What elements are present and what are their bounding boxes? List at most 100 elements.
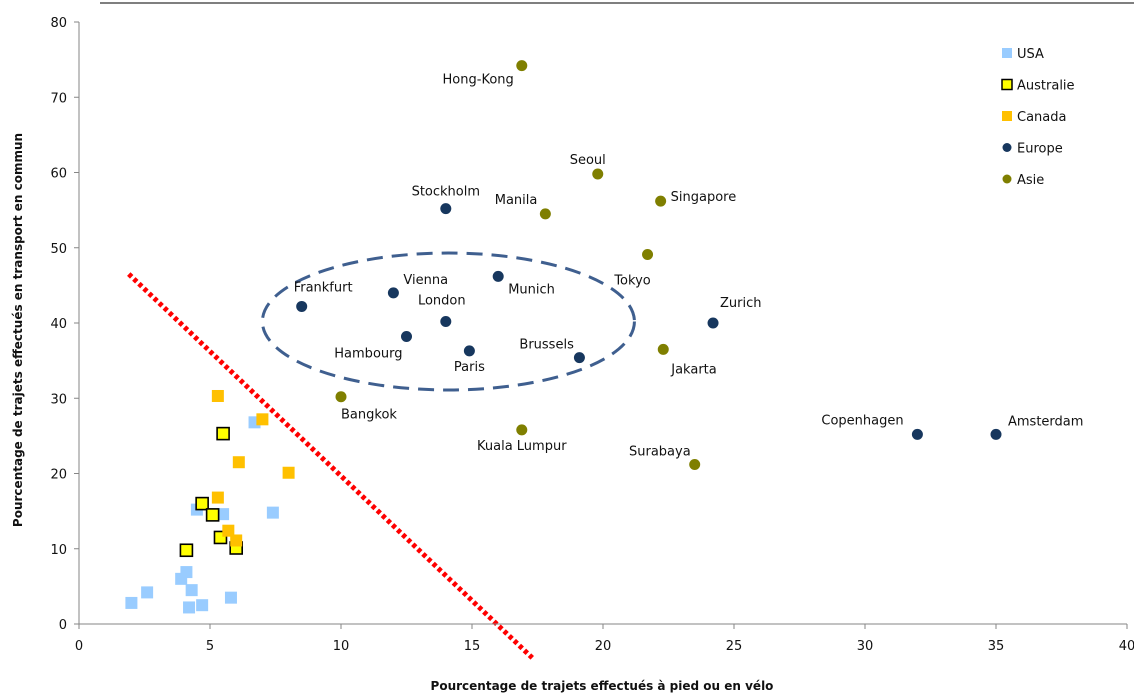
point-asie xyxy=(657,343,669,355)
point-label: Vienna xyxy=(403,273,448,288)
legend-item-australie: Australie xyxy=(1001,78,1075,94)
x-tick-label: 40 xyxy=(1119,639,1134,654)
point-europe xyxy=(440,315,452,327)
point-europe xyxy=(440,203,452,215)
legend-item-asie: Asie xyxy=(1002,173,1044,188)
point-canada xyxy=(230,534,243,547)
point-label: Munich xyxy=(508,282,555,297)
x-tick-label: 25 xyxy=(726,639,743,654)
point-canada xyxy=(256,413,269,426)
point-label: London xyxy=(418,293,466,308)
point-label: Amsterdam xyxy=(1008,414,1083,429)
point-usa xyxy=(224,591,237,604)
point-asie xyxy=(539,208,551,220)
x-axis-title: Pourcentage de trajets effectués à pied … xyxy=(431,679,774,693)
legend-marker xyxy=(1002,174,1012,184)
x-tick-label: 30 xyxy=(857,639,874,654)
point-label: Bangkok xyxy=(341,408,397,423)
legend-marker xyxy=(1002,143,1012,152)
point-label: Stockholm xyxy=(412,185,480,200)
point-label: Manila xyxy=(495,193,538,208)
point-label: Surabaya xyxy=(629,444,691,459)
point-asie xyxy=(689,458,701,470)
y-tick-label: 40 xyxy=(50,317,67,332)
legend-item-europe: Europe xyxy=(1002,142,1063,157)
point-europe xyxy=(573,352,585,364)
point-asie xyxy=(516,424,528,436)
point-label: Seoul xyxy=(570,153,606,168)
x-tick-label: 35 xyxy=(988,639,1005,654)
legend-label: Australie xyxy=(1017,79,1075,94)
x-tick-label: 5 xyxy=(206,639,214,654)
point-usa xyxy=(196,599,209,612)
point-label: Singapore xyxy=(671,190,737,205)
point-labels: Stockholm Munich Vienna Frankfurt London Hamb… xyxy=(294,73,1084,460)
legend-marker xyxy=(1002,111,1012,121)
data-points xyxy=(125,60,1002,614)
y-tick-label: 20 xyxy=(50,468,67,483)
x-tick-label: 15 xyxy=(464,639,481,654)
y-tick-label: 50 xyxy=(50,242,67,257)
legend-label: Asie xyxy=(1017,173,1044,188)
point-canada xyxy=(232,456,245,469)
x-tick-label: 0 xyxy=(75,639,83,654)
europe-cluster-ellipse xyxy=(260,251,636,392)
y-tick-label: 0 xyxy=(59,618,67,633)
x-tick-label: 20 xyxy=(595,639,612,654)
point-label: Kuala Lumpur xyxy=(477,439,567,454)
point-australie xyxy=(205,508,220,522)
point-asie xyxy=(592,168,604,180)
point-europe xyxy=(401,331,412,343)
point-label: Paris xyxy=(454,360,485,375)
point-asie xyxy=(516,60,528,72)
point-label: Tokyo xyxy=(613,274,650,289)
point-label: Frankfurt xyxy=(294,280,353,295)
y-tick-label: 30 xyxy=(50,392,67,407)
point-canada xyxy=(282,466,295,479)
y-tick-label: 10 xyxy=(50,543,67,558)
point-usa xyxy=(266,506,279,519)
point-label: Brussels xyxy=(519,338,574,353)
y-tick-label: 70 xyxy=(50,91,67,106)
point-label: Copenhagen xyxy=(821,413,903,428)
legend-label: Europe xyxy=(1017,142,1063,157)
point-europe xyxy=(387,287,399,299)
y-tick-label: 80 xyxy=(50,16,67,31)
point-europe xyxy=(296,300,308,312)
point-usa xyxy=(217,508,230,521)
point-canada xyxy=(211,491,224,504)
point-label: Jakarta xyxy=(670,362,716,377)
point-australie xyxy=(216,426,230,441)
legend-item-usa: USA xyxy=(1002,47,1044,62)
legend-label: USA xyxy=(1017,47,1044,62)
point-europe xyxy=(707,317,719,329)
point-europe xyxy=(990,428,1002,440)
legend: USA Australie Canada Europe Asie xyxy=(1001,47,1075,188)
point-europe xyxy=(492,270,504,282)
point-europe xyxy=(463,345,475,357)
point-asie xyxy=(655,195,667,207)
x-tick-label: 10 xyxy=(333,639,350,654)
point-label: Zurich xyxy=(720,296,762,311)
point-asie xyxy=(642,249,654,261)
point-canada xyxy=(222,524,235,537)
point-label: Hong-Kong xyxy=(443,73,514,88)
point-usa xyxy=(180,566,193,579)
tick-labels: 0 5 10 15 20 25 30 35 40 0 10 20 30 40 50 60 70 80 xyxy=(50,16,1134,654)
point-usa xyxy=(125,596,138,609)
point-asie xyxy=(335,391,347,403)
legend-marker xyxy=(1001,78,1013,91)
point-europe xyxy=(911,428,923,440)
annotations xyxy=(127,251,636,660)
point-usa xyxy=(248,416,261,429)
point-usa xyxy=(141,586,154,599)
point-usa xyxy=(183,601,196,614)
point-usa xyxy=(185,584,198,597)
legend-marker xyxy=(1002,48,1012,58)
point-australie xyxy=(195,496,209,511)
trend-line-dotted xyxy=(127,272,534,660)
y-axis-title: Pourcentage de trajets effectués en tran… xyxy=(11,133,25,527)
y-tick-label: 60 xyxy=(50,167,67,182)
point-label: Hambourg xyxy=(334,347,402,362)
